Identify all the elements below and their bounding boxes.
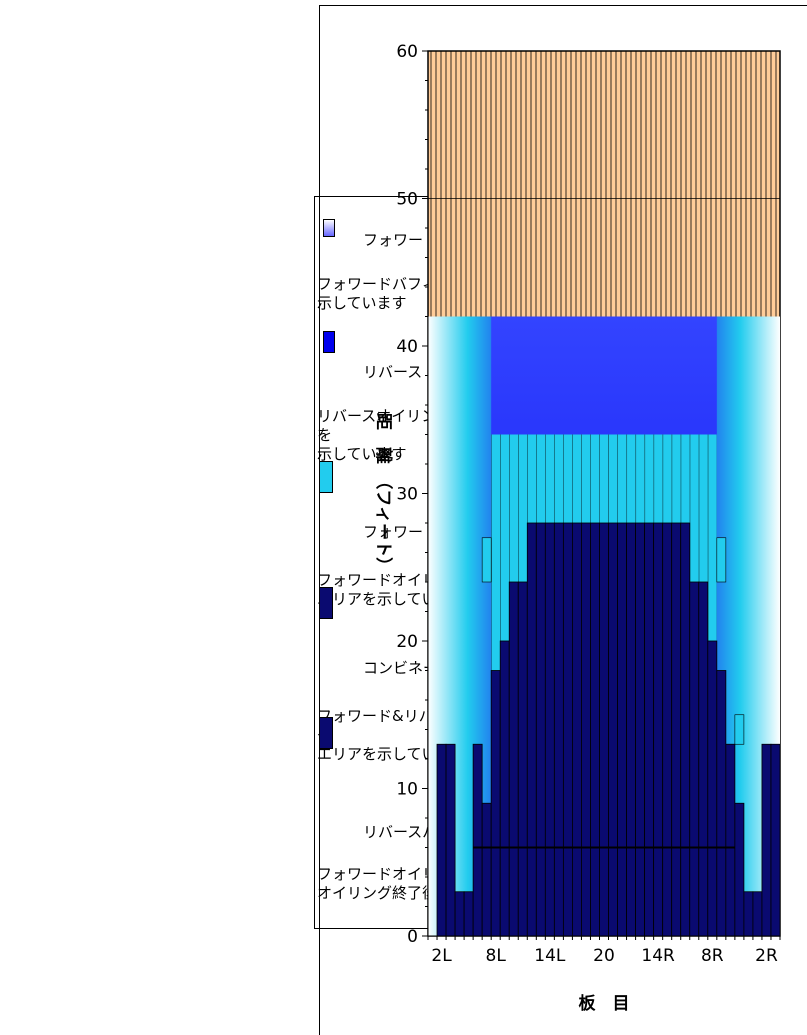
combination-bar — [725, 743, 736, 937]
x-tick-label: 8R — [701, 946, 724, 966]
combination-bar — [671, 522, 682, 937]
combination-bar — [499, 640, 510, 937]
combination-bar — [626, 522, 636, 937]
combination-bar — [508, 581, 519, 937]
combination-bar — [680, 522, 691, 937]
combination-bar — [662, 522, 673, 937]
combination-bar — [572, 522, 582, 937]
y-tick-label: 40 — [396, 337, 418, 357]
combination-bar — [481, 802, 492, 937]
x-axis-title: 板 目 — [579, 993, 630, 1014]
combination-bar — [752, 891, 763, 937]
combination-bar — [490, 670, 501, 937]
x-tick-label: 8L — [486, 946, 507, 966]
combination-bar — [617, 522, 627, 937]
legend-swatch — [323, 219, 335, 237]
combination-bar — [761, 743, 772, 937]
y-axis-title: 距 離 （フィート） — [373, 413, 394, 574]
legend-swatch — [323, 331, 335, 353]
combination-bar — [707, 640, 718, 937]
y-tick-label: 0 — [407, 927, 418, 947]
combination-bar — [463, 891, 474, 937]
combination-bar — [454, 891, 465, 937]
y-tick-label: 30 — [396, 485, 418, 505]
combination-bar — [590, 522, 600, 937]
y-tick-label: 20 — [396, 632, 418, 652]
y-tick-label: 50 — [396, 190, 418, 210]
combination-bar — [743, 891, 754, 937]
combination-bar — [653, 522, 664, 937]
x-tick-label: 20 — [593, 946, 615, 966]
x-tick-label: 2R — [755, 946, 778, 966]
combination-bar — [608, 522, 618, 937]
forward-oil-patch — [481, 537, 492, 583]
forward-oil-patch — [716, 537, 727, 583]
combination-bar — [770, 743, 781, 937]
combination-bar — [689, 581, 700, 937]
combination-bar — [734, 802, 745, 937]
combination-bar — [517, 581, 528, 937]
y-tick-label: 60 — [396, 42, 418, 62]
x-tick-label: 14R — [641, 946, 675, 966]
x-tick-label: 14L — [534, 946, 566, 966]
combination-bar — [562, 522, 573, 937]
forward-oil-patch — [734, 714, 745, 745]
lane-chart: 0 10 20 30 40 50 60 2L 8L 14L 20 14R 8R 2R 板 目 距 離 （フィー… — [373, 42, 781, 1014]
combination-bar — [535, 522, 546, 937]
combination-bar — [599, 522, 609, 937]
combination-bar — [644, 522, 655, 937]
y-tick-label: 10 — [396, 780, 418, 800]
combination-bar — [553, 522, 564, 937]
combination-bar — [635, 522, 646, 937]
chart-frame: 0 10 20 30 40 50 60 2L 8L 14L 20 14R 8R 2R 板 目 距 離 （フィー… — [319, 5, 807, 1035]
combination-bar — [436, 743, 447, 937]
combination-bar — [716, 670, 727, 937]
combination-bar — [526, 522, 537, 937]
combination-bar — [472, 743, 483, 937]
x-tick-label: 2L — [431, 946, 452, 966]
combination-bar — [581, 522, 591, 937]
combination-bar — [544, 522, 555, 937]
combination-bar — [445, 743, 456, 937]
combination-bar — [698, 581, 709, 937]
